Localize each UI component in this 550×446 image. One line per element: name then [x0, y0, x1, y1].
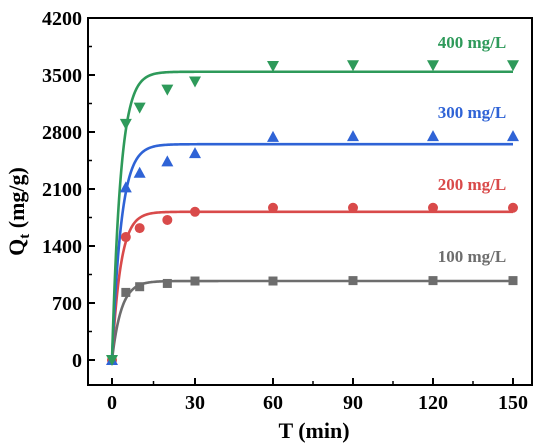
- x-tick-label-60: 60: [263, 392, 283, 414]
- data-point-200-mg-L-120: [428, 202, 438, 213]
- series-label-300-mg-L: 300 mg/L: [438, 103, 506, 122]
- data-point-400-mg-L-10: [133, 102, 146, 114]
- x-tick-label-30: 30: [185, 392, 205, 414]
- data-point-300-mg-L-60: [267, 130, 279, 142]
- data-point-300-mg-L-90: [347, 130, 359, 142]
- data-point-400-mg-L-20: [161, 84, 174, 96]
- data-point-100-mg-L-60: [268, 276, 278, 286]
- series-label-400-mg-L: 400 mg/L: [438, 33, 506, 52]
- y-tick-label-0: 0: [72, 350, 82, 372]
- series-label-200-mg-L: 200 mg/L: [438, 175, 506, 194]
- data-point-200-mg-L-10: [134, 223, 145, 234]
- fit-curve-300-mg-L: [110, 142, 513, 361]
- data-point-100-mg-L-90: [348, 276, 358, 286]
- y-axis-title-subscript: t: [17, 234, 33, 239]
- data-point-100-mg-L-5: [121, 287, 131, 297]
- data-point-200-mg-L-60: [268, 202, 278, 213]
- x-axis-title: T (min): [278, 418, 349, 443]
- data-point-300-mg-L-30: [189, 147, 201, 159]
- y-axis-title: Qt (mg/g): [4, 167, 33, 256]
- data-point-100-mg-L-20: [162, 278, 172, 288]
- y-tick-label-700: 700: [52, 293, 82, 315]
- y-tick-label-2100: 2100: [42, 179, 82, 201]
- y-tick-label-3500: 3500: [42, 65, 82, 87]
- data-point-300-mg-L-5: [119, 181, 132, 193]
- y-tick-label-4200: 4200: [42, 8, 82, 30]
- data-point-300-mg-L-20: [161, 155, 174, 167]
- data-point-100-mg-L-120: [428, 276, 438, 286]
- x-tick-label-0: 0: [107, 392, 117, 414]
- data-point-400-mg-L-30: [189, 76, 201, 88]
- y-axis-title-units: (mg/g): [4, 167, 29, 234]
- data-point-200-mg-L-150: [508, 202, 518, 213]
- data-point-400-mg-L-60: [267, 61, 279, 73]
- data-point-100-mg-L-10: [135, 282, 145, 292]
- data-point-400-mg-L-5: [119, 118, 132, 130]
- fit-curve-200-mg-L: [110, 210, 513, 361]
- data-point-100-mg-L-30: [190, 276, 200, 286]
- plot-frame: [87, 17, 533, 386]
- data-point-100-mg-L-150: [508, 276, 518, 286]
- x-tick-label-150: 150: [498, 392, 528, 414]
- x-tick-label-120: 120: [418, 392, 448, 414]
- series-label-100-mg-L: 100 mg/L: [438, 247, 506, 266]
- data-point-300-mg-L-120: [427, 130, 439, 142]
- fit-curve-100-mg-L: [110, 279, 513, 361]
- fit-curve-400-mg-L: [110, 70, 513, 361]
- data-point-200-mg-L-90: [348, 202, 358, 213]
- data-point-200-mg-L-20: [162, 214, 173, 225]
- data-point-400-mg-L-90: [347, 60, 359, 72]
- y-tick-label-1400: 1400: [42, 236, 82, 258]
- x-tick-label-90: 90: [343, 392, 363, 414]
- data-point-400-mg-L-0: [106, 355, 118, 366]
- data-point-400-mg-L-120: [427, 60, 439, 72]
- data-point-200-mg-L-5: [120, 232, 131, 243]
- y-tick-label-2800: 2800: [42, 122, 82, 144]
- data-point-200-mg-L-30: [190, 206, 200, 217]
- data-point-400-mg-L-150: [507, 60, 519, 72]
- data-point-300-mg-L-150: [507, 130, 519, 142]
- y-axis-title-main: Q: [4, 239, 29, 256]
- data-point-300-mg-L-10: [133, 166, 146, 178]
